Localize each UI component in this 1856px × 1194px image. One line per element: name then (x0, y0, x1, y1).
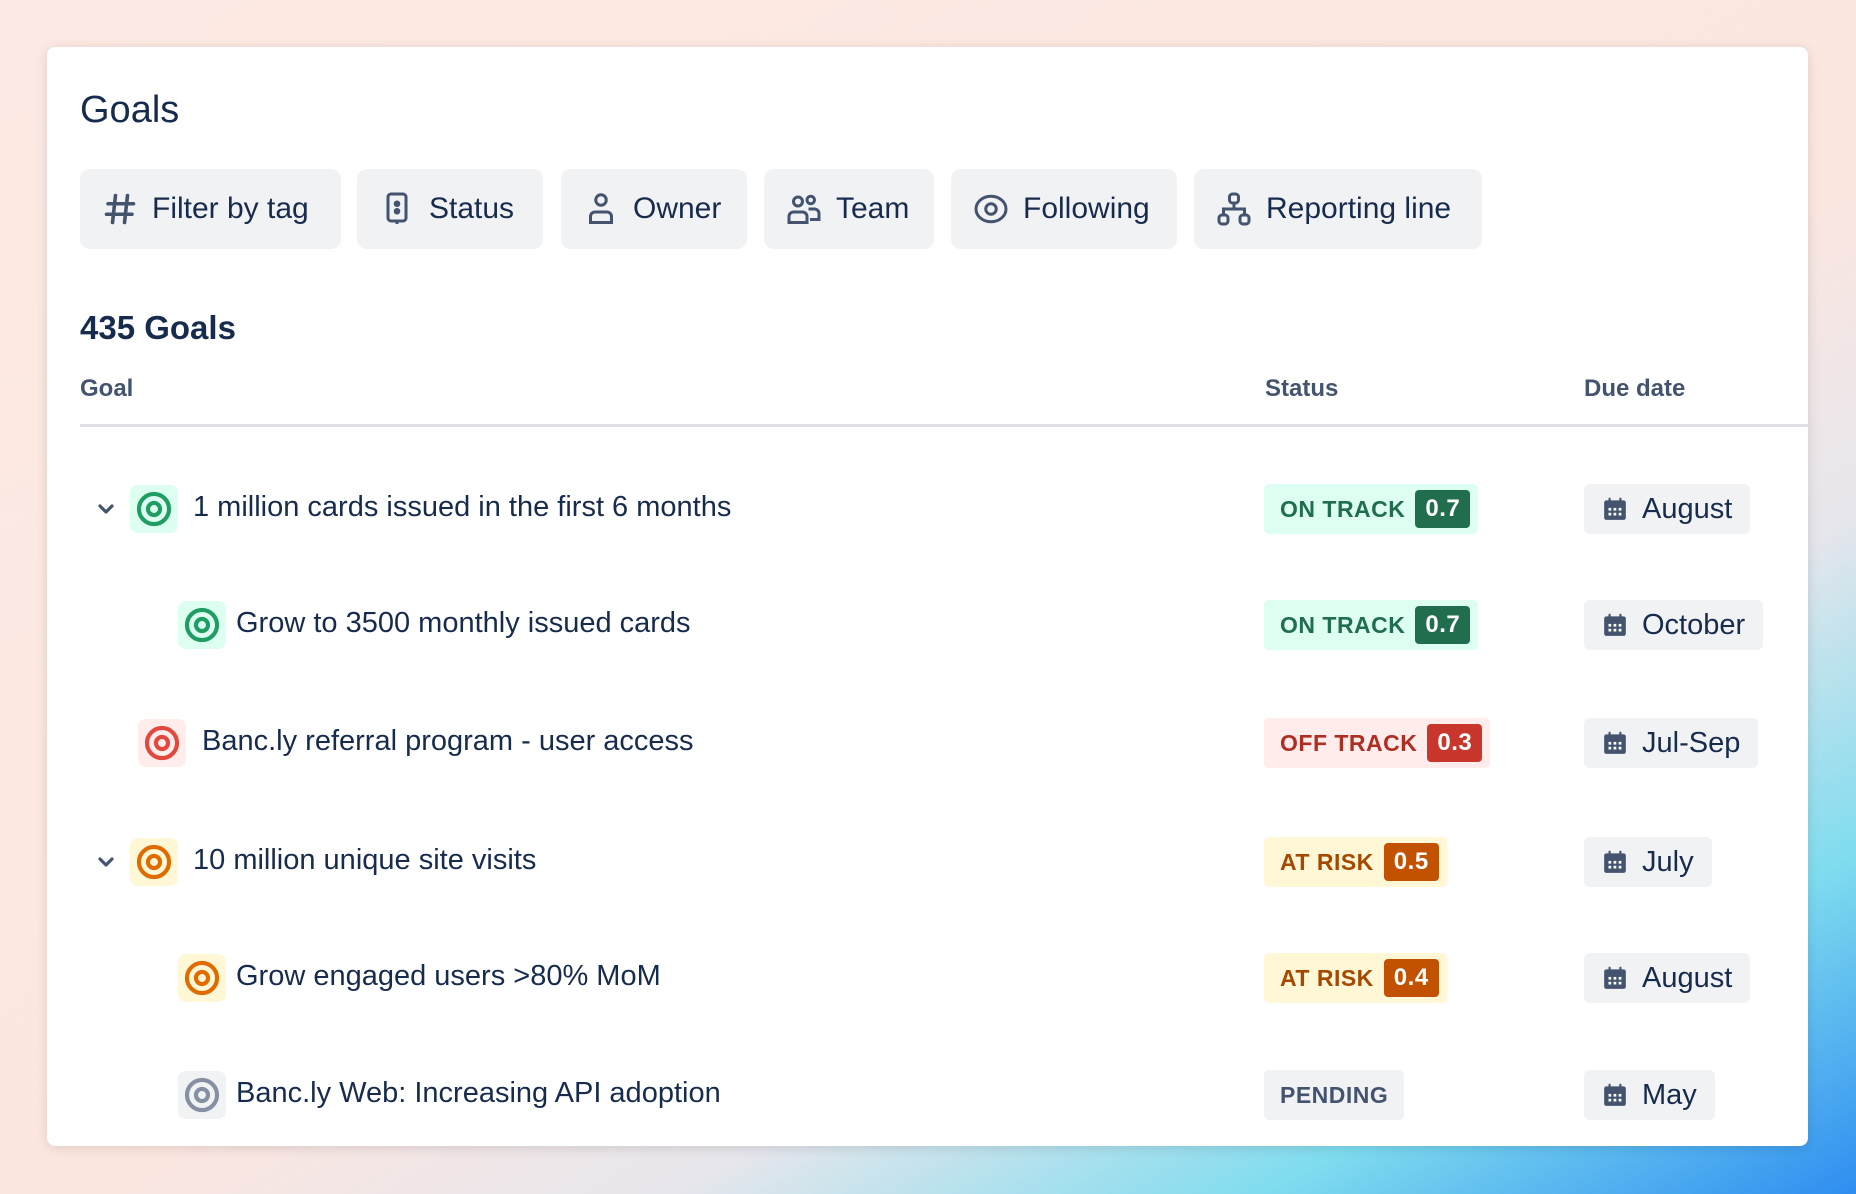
goal-name[interactable]: Grow engaged users >80% MoM (236, 960, 661, 992)
column-header-due-date[interactable]: Due date (1584, 375, 1686, 402)
goal-target-icon (130, 485, 178, 533)
calendar-icon (1604, 497, 1626, 520)
calendar-icon (1604, 850, 1626, 873)
status-label: AT RISK (1280, 848, 1374, 875)
goal-target-icon (178, 954, 226, 1002)
filter-label: Filter by tag (152, 192, 309, 225)
score-badge: 0.4 (1383, 959, 1439, 997)
score-badge: 0.3 (1427, 724, 1483, 762)
eye-icon (974, 194, 1008, 224)
goal-target-icon (178, 601, 226, 649)
goal-target-icon (138, 719, 186, 767)
reporting-line-filter-button[interactable]: Reporting line (1194, 169, 1482, 249)
due-date-badge[interactable]: July (1584, 837, 1712, 887)
score-badge: 0.7 (1415, 606, 1471, 644)
calendar-icon (1604, 1083, 1626, 1106)
status-label: AT RISK (1280, 964, 1374, 991)
score-badge: 0.7 (1415, 490, 1471, 528)
filter-label: Following (1023, 192, 1150, 225)
status-label: ON TRACK (1280, 495, 1406, 522)
due-date-badge[interactable]: May (1584, 1070, 1715, 1120)
due-date-label: August (1642, 492, 1733, 525)
goal-row[interactable]: Banc.ly Web: Increasing API adoption PEND… (47, 1065, 1808, 1125)
team-filter-button[interactable]: Team (764, 169, 934, 249)
goals-card: Goals Filter by tag Status Owner Team Fo… (47, 47, 1808, 1146)
status-badge: ON TRACK 0.7 (1264, 600, 1479, 650)
due-date-badge[interactable]: October (1584, 600, 1764, 650)
score-badge: 0.5 (1383, 843, 1439, 881)
due-date-label: August (1642, 961, 1733, 994)
due-date-badge[interactable]: Jul-Sep (1584, 718, 1759, 768)
calendar-icon (1604, 731, 1626, 754)
due-date-label: October (1642, 608, 1746, 641)
due-date-label: July (1642, 845, 1694, 878)
following-filter-button[interactable]: Following (951, 169, 1177, 249)
status-badge: OFF TRACK 0.3 (1264, 718, 1491, 768)
due-date-badge[interactable]: August (1584, 484, 1751, 534)
goal-name[interactable]: 10 million unique site visits (193, 844, 537, 876)
person-icon (589, 193, 613, 224)
filter-label: Team (836, 192, 910, 225)
status-label: OFF TRACK (1280, 729, 1418, 756)
goal-target-icon (130, 838, 178, 886)
due-date-label: Jul-Sep (1642, 726, 1741, 759)
column-header-goal[interactable]: Goal (80, 375, 134, 402)
owner-filter-button[interactable]: Owner (561, 169, 747, 249)
status-label: PENDING (1280, 1081, 1389, 1108)
hierarchy-icon (1217, 192, 1251, 226)
chevron-down-icon[interactable] (94, 850, 118, 874)
status-badge: ON TRACK 0.7 (1264, 484, 1479, 534)
goal-name[interactable]: Banc.ly Web: Increasing API adoption (236, 1077, 721, 1109)
header-divider (80, 424, 1808, 427)
goal-name[interactable]: 1 million cards issued in the first 6 mo… (193, 491, 732, 523)
people-icon (787, 194, 821, 224)
goal-row[interactable]: Grow engaged users >80% MoM AT RISK 0.4 Aug… (47, 948, 1808, 1008)
status-badge: AT RISK 0.5 (1264, 837, 1447, 887)
status-filter-button[interactable]: Status (357, 169, 543, 249)
column-header-status[interactable]: Status (1265, 375, 1339, 402)
calendar-icon (1604, 613, 1626, 636)
goal-row[interactable]: 1 million cards issued in the first 6 mo… (47, 479, 1808, 539)
goal-row[interactable]: Banc.ly referral program - user access OF… (47, 713, 1808, 773)
goal-row[interactable]: 10 million unique site visits AT RISK 0.5 J… (47, 832, 1808, 892)
due-date-badge[interactable]: August (1584, 953, 1751, 1003)
goal-target-icon (178, 1071, 226, 1119)
hash-icon (104, 193, 136, 225)
goal-name[interactable]: Grow to 3500 monthly issued cards (236, 607, 691, 639)
status-badge: PENDING (1264, 1070, 1405, 1120)
filter-by-tag-button[interactable]: Filter by tag (80, 169, 341, 249)
due-date-label: May (1642, 1078, 1697, 1111)
page-title: Goals (80, 89, 180, 131)
goals-count: 435 Goals (80, 309, 236, 346)
status-icon (386, 192, 408, 224)
chevron-down-icon[interactable] (94, 497, 118, 521)
status-badge: AT RISK 0.4 (1264, 953, 1447, 1003)
filter-label: Status (429, 192, 515, 225)
calendar-icon (1604, 966, 1626, 989)
filter-label: Reporting line (1266, 192, 1452, 225)
goal-row[interactable]: Grow to 3500 monthly issued cards ON TRAC… (47, 595, 1808, 655)
filter-label: Owner (633, 192, 722, 225)
status-label: ON TRACK (1280, 611, 1406, 638)
goal-name[interactable]: Banc.ly referral program - user access (202, 725, 694, 757)
